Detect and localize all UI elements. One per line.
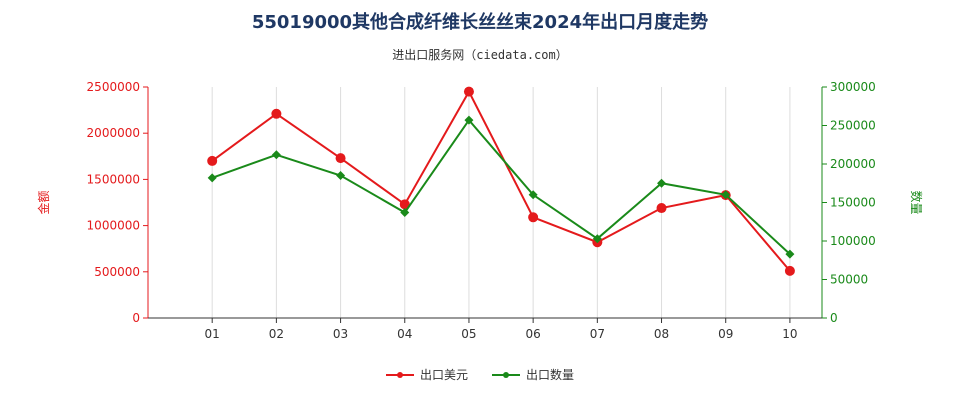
left-axis-tick-label: 1500000 [87,172,140,186]
left-axis-tick-label: 0 [132,311,140,325]
x-axis-tick-label: 02 [269,327,284,341]
right-axis-tick-label: 100000 [830,234,876,248]
x-axis-tick-label: 06 [526,327,541,341]
x-axis-tick-label: 07 [590,327,605,341]
left-axis-tick-label: 2500000 [87,80,140,94]
right-axis-tick-label: 0 [830,311,838,325]
right-axis-tick-label: 150000 [830,196,876,210]
legend-label-series1: 出口美元 [419,368,468,382]
x-axis-tick-label: 01 [205,327,220,341]
series2-point [721,190,731,200]
x-axis-tick-label: 09 [718,327,733,341]
series2-point [592,234,602,244]
left-axis-tick-label: 1000000 [87,219,140,233]
series-line-1 [211,89,791,272]
x-axis-tick-label: 05 [461,327,476,341]
series1-point [271,108,282,119]
series2-point [400,208,410,218]
series2-point [528,190,538,200]
x-axis-tick-label: 03 [333,327,348,341]
series1-point [207,155,218,166]
legend-item-series2[interactable]: 出口数量 [492,366,574,383]
x-axis-tick-label: 10 [782,327,797,341]
series2-point [464,115,474,125]
chart-title: 55019000其他合成纤维长丝丝束2024年出口月度走势 [251,12,709,33]
right-axis-tick-label: 200000 [830,157,876,171]
legend-item-series1[interactable]: 出口美元 [385,366,468,383]
right-axis-tick-label: 50000 [830,273,868,287]
left-axis-title: 金额 [36,190,51,214]
series1-point [656,203,667,214]
left-axis-tick-label: 500000 [94,265,140,279]
series-line-2 [211,118,791,255]
right-axis-tick-label: 300000 [830,80,876,94]
series2-point [336,171,346,181]
x-axis-tick-label: 08 [654,327,669,341]
series2-point [271,150,281,160]
left-axis-tick-label: 2000000 [87,126,140,140]
series2-point [785,249,795,259]
series1-point [463,86,474,97]
legend-swatch-series2 [492,369,520,381]
legend-label-series2: 出口数量 [526,368,575,382]
series1-point [528,212,539,223]
series1-point [335,153,346,164]
series1-point [399,199,410,210]
legend: 出口美元 出口数量 [0,366,960,383]
series2-point [207,173,217,183]
series2-point [657,178,667,188]
chart-subtitle: 进出口服务网（ciedata.com） [392,48,568,62]
x-axis-tick-label: 04 [397,327,412,341]
series1-point [784,265,795,276]
right-axis-title: 数量 [909,190,924,214]
legend-swatch-series1 [385,369,414,381]
right-axis-tick-label: 250000 [830,119,876,133]
